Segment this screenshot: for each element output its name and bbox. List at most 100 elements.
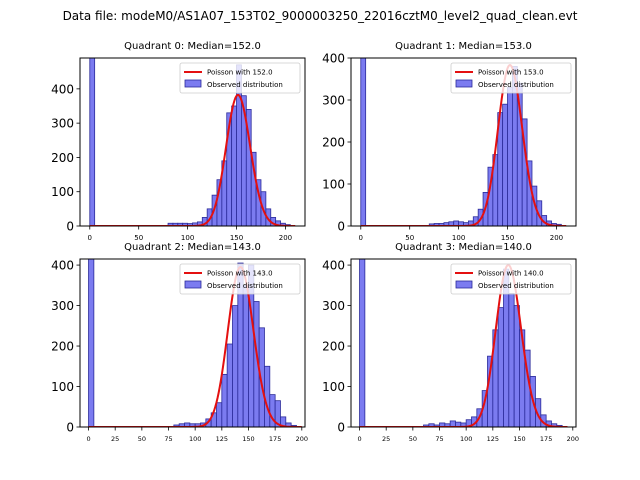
legend-bar-swatch xyxy=(184,79,202,88)
legend-bar-swatch xyxy=(184,280,202,289)
y-tick-label: 400 xyxy=(51,259,74,273)
x-tick-label: 0 xyxy=(88,234,92,242)
legend-bar-label: Observed distribution xyxy=(478,81,554,89)
y-tick-label: 300 xyxy=(322,299,345,313)
x-tick-label: 25 xyxy=(382,435,390,443)
x-tick-label: 25 xyxy=(111,435,119,443)
x-tick-label: 150 xyxy=(242,435,254,443)
x-tick-label: 50 xyxy=(138,435,146,443)
x-tick-label: 175 xyxy=(269,435,281,443)
x-tick-label: 100 xyxy=(189,435,201,443)
legend: Poisson with 152.0 Observed distribution xyxy=(179,62,301,94)
legend-box xyxy=(450,263,572,295)
legend-box xyxy=(450,62,572,94)
histogram-bar xyxy=(88,259,95,427)
axes-frame xyxy=(79,258,306,428)
histogram-bar xyxy=(216,402,223,427)
histogram-bar xyxy=(536,200,543,226)
x-tick-label: 150 xyxy=(513,435,525,443)
legend-curve-label: Poisson with 152.0 xyxy=(207,69,273,77)
histogram-bar xyxy=(360,58,367,226)
x-tick-label: 75 xyxy=(435,435,443,443)
y-tick-label: 100 xyxy=(51,185,74,199)
legend-bar-label: Observed distribution xyxy=(207,282,283,290)
x-tick-label: 50 xyxy=(405,234,414,242)
histogram-bar xyxy=(513,305,520,427)
axes-frame xyxy=(350,258,577,428)
y-tick-label: 400 xyxy=(322,52,345,66)
x-tick-label: 75 xyxy=(164,435,172,443)
y-tick-label: 200 xyxy=(322,340,345,354)
legend-bar-swatch xyxy=(455,280,473,289)
y-tick-label: 100 xyxy=(322,380,345,394)
x-tick-label: 200 xyxy=(550,234,563,242)
histogram-bar xyxy=(242,284,249,427)
y-tick-label: 0 xyxy=(66,220,74,234)
legend-curve-label: Poisson with 153.0 xyxy=(478,69,544,77)
histogram-bar xyxy=(535,398,542,427)
legend-curve-label: Poisson with 140.0 xyxy=(478,270,544,278)
y-tick-label: 0 xyxy=(337,220,345,234)
legend: Poisson with 153.0 Observed distribution xyxy=(450,62,572,94)
y-tick-label: 100 xyxy=(51,380,74,394)
plot-content xyxy=(360,58,567,226)
y-tick-label: 400 xyxy=(51,82,74,96)
legend-curve-label: Poisson with 143.0 xyxy=(207,270,273,278)
histogram-bar xyxy=(285,422,292,427)
legend-box xyxy=(179,62,301,94)
y-tick-label: 200 xyxy=(322,136,345,150)
y-tick-label: 300 xyxy=(51,299,74,313)
x-tick-label: 125 xyxy=(216,435,228,443)
histogram-bar xyxy=(359,259,366,427)
histogram-bar xyxy=(497,307,504,427)
x-tick-label: 0 xyxy=(359,234,363,242)
y-tick-label: 300 xyxy=(322,94,345,108)
y-tick-label: 200 xyxy=(51,151,74,165)
histogram-bar xyxy=(507,87,513,226)
histogram-bar xyxy=(89,58,96,226)
chart-panel-1: 0 50 100 150 200 0 100 200 300 400 Quadrant 1: Med… xyxy=(322,41,577,242)
x-tick-label: 150 xyxy=(501,234,514,242)
x-tick-label: 175 xyxy=(540,435,552,443)
figure-suptitle: Data file: modeM0/AS1A07_153T02_90000032… xyxy=(63,9,578,23)
legend-bar-label: Observed distribution xyxy=(207,81,283,89)
histogram-bar xyxy=(232,305,239,427)
chart-panel-3: 0 25 50 75 100 125 150 175 200 0 100 200 300 400 Quadr… xyxy=(322,242,579,443)
chart-title: Quadrant 1: Median=153.0 xyxy=(395,41,532,52)
histogram-bar xyxy=(231,105,237,226)
y-tick-label: 200 xyxy=(51,340,74,354)
x-tick-label: 200 xyxy=(279,234,292,242)
x-tick-label: 100 xyxy=(452,234,465,242)
x-tick-label: 200 xyxy=(296,435,308,443)
x-tick-label: 100 xyxy=(460,435,472,443)
histogram-bar xyxy=(221,373,228,427)
legend-bar-swatch xyxy=(455,79,473,88)
chart-title: Quadrant 2: Median=143.0 xyxy=(124,242,261,253)
x-tick-label: 0 xyxy=(86,435,90,443)
x-tick-label: 100 xyxy=(181,234,194,242)
plot-content xyxy=(359,259,568,427)
chart-title: Quadrant 3: Median=140.0 xyxy=(395,242,532,253)
y-tick-label: 300 xyxy=(51,117,74,131)
legend-box xyxy=(179,263,301,295)
axes-frame xyxy=(79,57,306,227)
y-tick-label: 0 xyxy=(66,421,74,435)
y-tick-label: 100 xyxy=(322,178,345,192)
x-tick-label: 50 xyxy=(409,435,417,443)
y-tick-label: 0 xyxy=(337,421,345,435)
x-tick-label: 200 xyxy=(567,435,579,443)
plot-content xyxy=(89,58,296,226)
chart-panel-0: 0 50 100 150 200 0 100 200 300 400 Quadrant 0: Med… xyxy=(51,41,306,242)
x-tick-label: 0 xyxy=(357,435,361,443)
x-tick-label: 125 xyxy=(487,435,499,443)
histogram-bar xyxy=(226,343,233,427)
histogram-bar xyxy=(508,293,515,427)
x-tick-label: 150 xyxy=(230,234,243,242)
legend-bar-label: Observed distribution xyxy=(478,282,554,290)
legend: Poisson with 143.0 Observed distribution xyxy=(179,263,301,295)
y-tick-label: 400 xyxy=(322,259,345,273)
histogram-bar xyxy=(502,103,508,226)
chart-panel-2: 0 25 50 75 100 125 150 175 200 0 100 200 300 400 Quadr… xyxy=(51,242,308,443)
chart-title: Quadrant 0: Median=152.0 xyxy=(124,41,261,52)
